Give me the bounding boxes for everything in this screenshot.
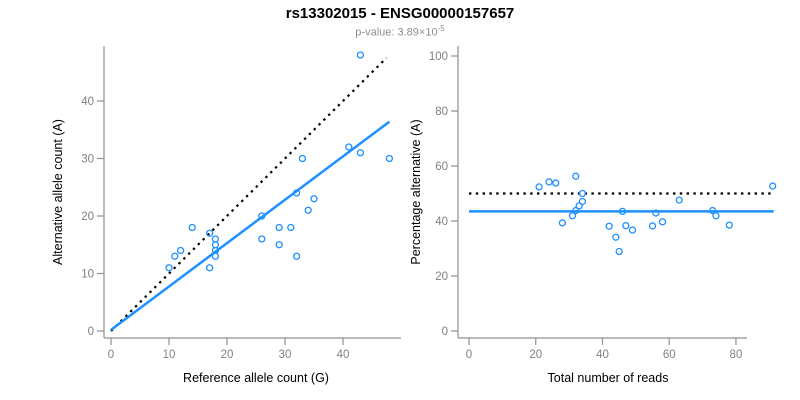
data-point bbox=[211, 252, 220, 260]
data-point bbox=[725, 221, 733, 229]
x-tick-label: 0 bbox=[466, 349, 472, 361]
data-point bbox=[545, 178, 553, 186]
y-tick-label: 80 bbox=[435, 106, 448, 118]
data-point bbox=[652, 209, 660, 217]
x-tick-label: 60 bbox=[663, 349, 676, 361]
data-point bbox=[622, 222, 630, 230]
y-tick-label: 40 bbox=[81, 96, 94, 108]
x-tick-label: 20 bbox=[221, 349, 234, 361]
data-point bbox=[258, 235, 266, 243]
p-value-prefix: p-value: bbox=[355, 26, 398, 39]
x-axis-title: Reference allele count (G) bbox=[183, 371, 329, 385]
data-point bbox=[612, 233, 620, 241]
y-tick-label: 20 bbox=[81, 211, 94, 223]
data-point bbox=[618, 207, 627, 216]
data-point bbox=[356, 149, 365, 157]
p-value-exponent: -5 bbox=[437, 24, 445, 33]
x-tick-label: 0 bbox=[108, 349, 114, 361]
data-point bbox=[287, 223, 295, 232]
data-point bbox=[769, 182, 777, 190]
data-point bbox=[552, 179, 560, 187]
data-point bbox=[205, 229, 214, 237]
left-scatter-plot: 0 10 20 30 40 0 10 20 30 40 Reference allele count… bbox=[51, 46, 401, 385]
data-point bbox=[292, 252, 301, 260]
data-point bbox=[171, 252, 179, 260]
data-point bbox=[628, 226, 637, 234]
y-tick-label: 0 bbox=[88, 326, 94, 338]
y-tick-label: 100 bbox=[429, 51, 448, 63]
data-point bbox=[310, 195, 318, 203]
data-point bbox=[345, 143, 353, 151]
data-point bbox=[356, 51, 365, 59]
data-point bbox=[708, 206, 717, 215]
y-tick-label: 30 bbox=[81, 154, 94, 166]
x-tick-label: 40 bbox=[337, 349, 350, 361]
p-value-mantissa: 3.89×10 bbox=[397, 26, 438, 39]
y-tick-label: 60 bbox=[435, 161, 448, 173]
data-point bbox=[165, 264, 173, 272]
y-tick-label: 20 bbox=[435, 271, 448, 283]
data-point bbox=[568, 212, 577, 220]
x-axis-title: Total number of reads bbox=[548, 371, 669, 385]
title-text: rs13302015 - ENSG00000157657 bbox=[285, 5, 515, 22]
x-tick-label: 80 bbox=[730, 349, 743, 361]
data-point bbox=[558, 219, 567, 227]
data-point bbox=[205, 264, 214, 272]
x-tick-label: 20 bbox=[529, 349, 542, 361]
x-tick-label: 40 bbox=[596, 349, 609, 361]
y-axis-title: Percentage alternative (A) bbox=[409, 119, 423, 264]
data-point bbox=[578, 189, 587, 198]
x-tick-label: 30 bbox=[279, 349, 292, 361]
page-title: rs13302015 - ENSG00000157657 bbox=[0, 5, 800, 22]
y-tick-label: 40 bbox=[435, 216, 448, 228]
data-point bbox=[572, 172, 580, 180]
y-tick-label: 10 bbox=[81, 269, 94, 281]
identity-line bbox=[110, 57, 388, 332]
data-point bbox=[275, 223, 283, 232]
y-tick-label: 0 bbox=[442, 326, 448, 338]
fit-line bbox=[110, 120, 391, 331]
data-point bbox=[176, 246, 185, 255]
data-point bbox=[572, 206, 580, 215]
data-point bbox=[648, 222, 657, 230]
data-point bbox=[258, 212, 266, 220]
data-point bbox=[298, 154, 307, 163]
data-point bbox=[385, 154, 394, 163]
y-axis-title: Alternative allele count (A) bbox=[51, 119, 65, 265]
p-value-subtitle: p-value: 3.89×10-5 bbox=[0, 24, 800, 39]
right-scatter-plot: 0 20 40 60 80 0 20 40 60 80 100 Total number of rea… bbox=[409, 46, 777, 385]
data-point bbox=[188, 223, 196, 232]
data-point bbox=[275, 241, 283, 249]
data-point bbox=[535, 183, 543, 191]
data-point bbox=[292, 189, 301, 197]
data-point bbox=[605, 222, 613, 230]
data-point bbox=[675, 196, 683, 204]
data-point bbox=[658, 218, 667, 226]
data-point bbox=[712, 212, 720, 220]
x-tick-label: 10 bbox=[163, 349, 176, 361]
data-point bbox=[304, 206, 312, 214]
data-point bbox=[575, 202, 583, 210]
data-point bbox=[615, 247, 623, 256]
